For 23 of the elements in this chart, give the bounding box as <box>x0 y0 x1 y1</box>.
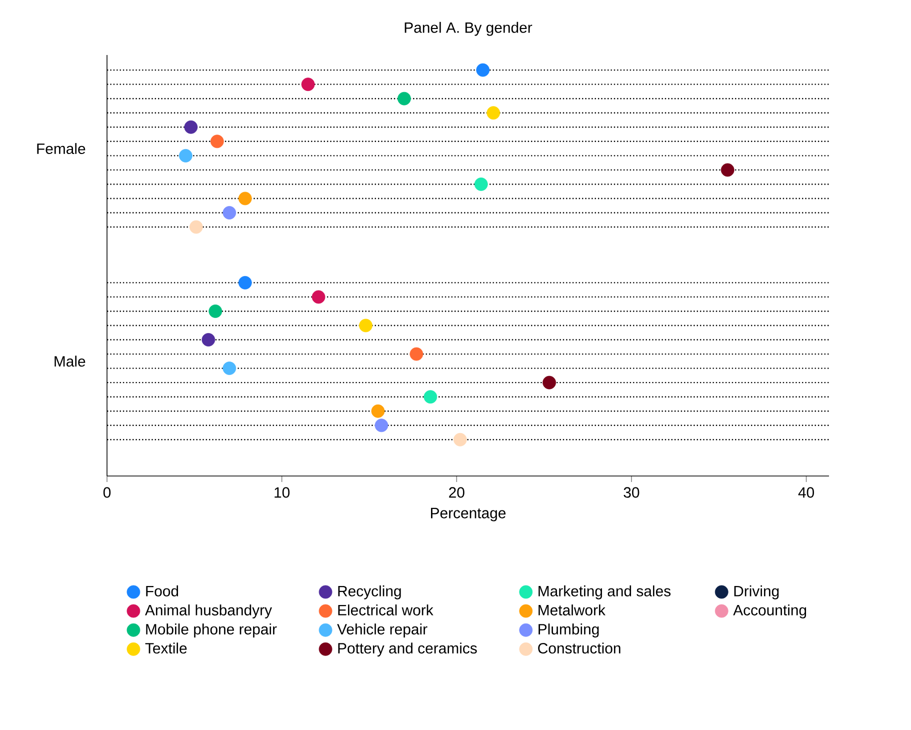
legend-label: Pottery and ceramics <box>338 642 477 657</box>
x-tick-label: 10 <box>274 487 290 498</box>
y-tick-label: Female <box>37 143 86 154</box>
legend-label: Recycling <box>338 585 401 600</box>
legend-label: Accounting <box>733 604 806 618</box>
legend-label: Food <box>146 585 178 596</box>
legend-label: Mobile phone repair <box>146 624 277 638</box>
x-tick-label: 40 <box>798 487 814 498</box>
legend-label: Construction <box>538 642 620 654</box>
legend-label: Metalwork <box>538 604 606 616</box>
x-axis-title: Percentage <box>431 508 506 522</box>
x-tick-label: 30 <box>624 487 640 498</box>
legend-label: Vehicle repair <box>337 624 428 638</box>
legend-label: Textile <box>145 642 187 654</box>
legend-label: Plumbing <box>538 624 599 638</box>
x-tick-label: 20 <box>449 487 464 498</box>
chart-title: Panel A. By gender <box>404 22 532 36</box>
x-tick-label: 0 <box>103 487 111 498</box>
legend-label: Electrical work <box>338 604 434 616</box>
legend-label: Animal husbandyry <box>144 604 272 618</box>
legend-label: Driving <box>734 585 779 600</box>
legend-label: Marketing and sales <box>538 585 671 600</box>
y-tick-label: Male <box>54 356 86 367</box>
